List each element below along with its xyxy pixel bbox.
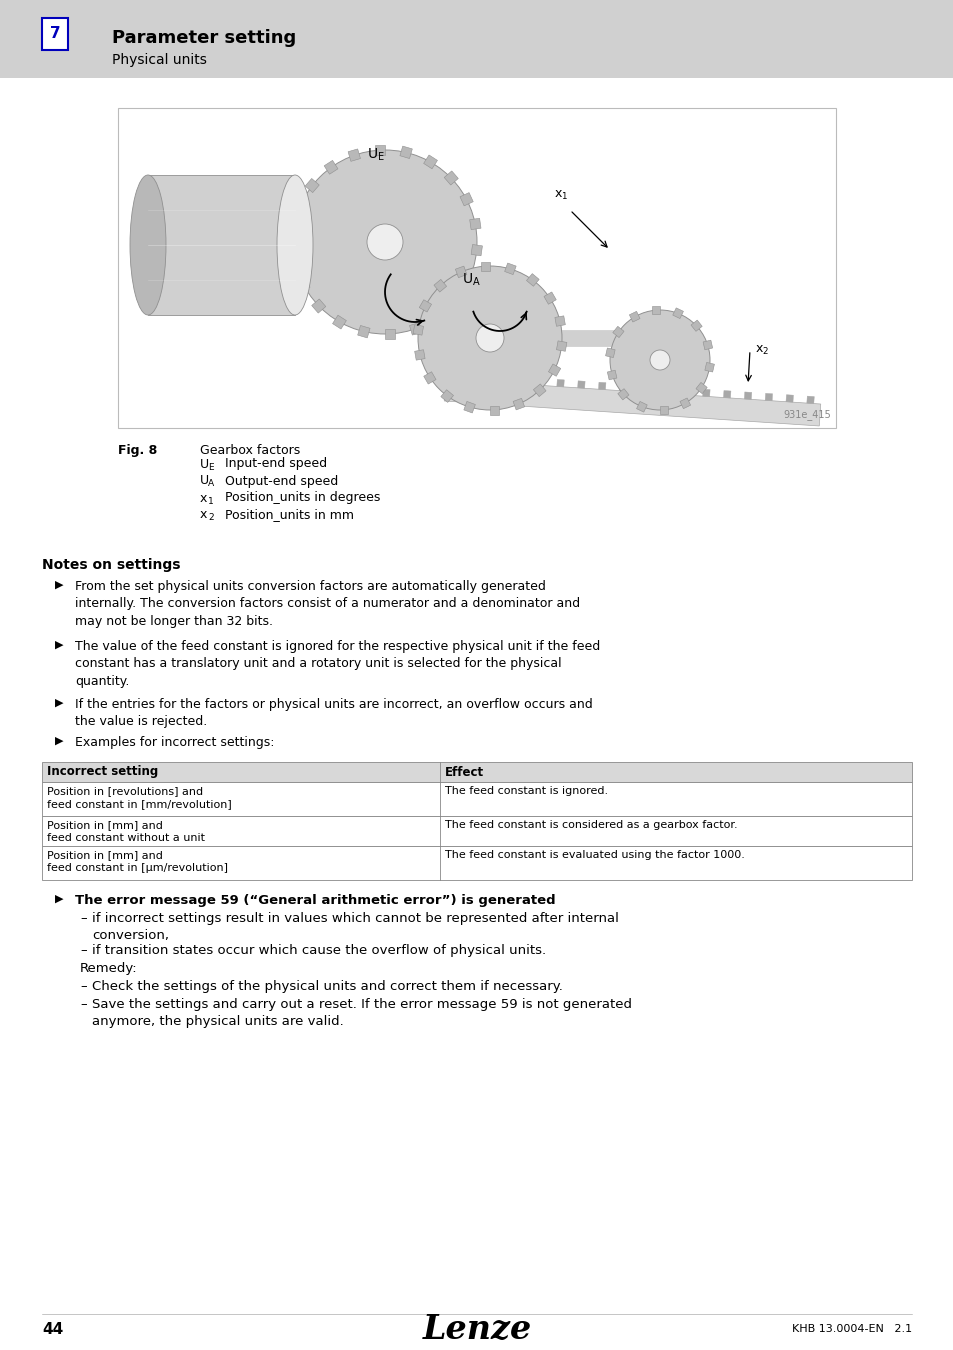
Polygon shape xyxy=(659,406,667,414)
Polygon shape xyxy=(690,320,701,331)
Polygon shape xyxy=(672,308,682,319)
Polygon shape xyxy=(423,155,437,169)
Polygon shape xyxy=(444,379,820,427)
Polygon shape xyxy=(660,386,668,394)
Text: The value of the feed constant is ignored for the respective physical unit if th: The value of the feed constant is ignore… xyxy=(75,640,599,688)
Polygon shape xyxy=(651,306,659,315)
Polygon shape xyxy=(296,278,310,292)
Polygon shape xyxy=(423,371,436,383)
Text: KHB 13.0004-EN   2.1: KHB 13.0004-EN 2.1 xyxy=(791,1324,911,1334)
FancyBboxPatch shape xyxy=(148,176,294,315)
Polygon shape xyxy=(513,398,524,410)
Polygon shape xyxy=(618,383,626,392)
Text: The feed constant is ignored.: The feed constant is ignored. xyxy=(444,786,607,796)
Text: if incorrect settings result in values which cannot be represented after interna: if incorrect settings result in values w… xyxy=(91,913,618,942)
Polygon shape xyxy=(612,327,623,338)
Text: 931e_415: 931e_415 xyxy=(782,409,830,420)
Polygon shape xyxy=(556,340,566,351)
Polygon shape xyxy=(450,292,464,305)
Polygon shape xyxy=(293,201,306,215)
Polygon shape xyxy=(806,396,814,404)
Text: ▶: ▶ xyxy=(55,640,64,649)
Text: Effect: Effect xyxy=(444,765,483,779)
Polygon shape xyxy=(629,312,639,323)
Polygon shape xyxy=(490,405,498,414)
Text: $\mathregular{U_E}$: $\mathregular{U_E}$ xyxy=(367,147,384,163)
Polygon shape xyxy=(385,329,395,339)
Polygon shape xyxy=(464,269,476,282)
Polygon shape xyxy=(639,385,647,393)
Text: Save the settings and carry out a reset. If the error message 59 is not generate: Save the settings and carry out a reset.… xyxy=(91,998,631,1027)
Polygon shape xyxy=(515,377,522,385)
Text: If the entries for the factors or physical units are incorrect, an overflow occu: If the entries for the factors or physic… xyxy=(75,698,592,729)
Polygon shape xyxy=(607,370,617,379)
Text: Position in [revolutions] and
feed constant in [mm/revolution]: Position in [revolutions] and feed const… xyxy=(47,786,232,809)
Polygon shape xyxy=(418,300,431,312)
Polygon shape xyxy=(696,382,706,394)
Polygon shape xyxy=(536,378,543,386)
Text: A: A xyxy=(208,479,213,489)
FancyBboxPatch shape xyxy=(42,782,911,815)
Text: $\mathregular{U_A}$: $\mathregular{U_A}$ xyxy=(461,271,480,288)
Polygon shape xyxy=(333,315,346,329)
Polygon shape xyxy=(578,381,584,389)
Text: Incorrect setting: Incorrect setting xyxy=(47,765,158,779)
Ellipse shape xyxy=(276,176,313,315)
Polygon shape xyxy=(473,374,480,381)
Polygon shape xyxy=(702,389,709,397)
Polygon shape xyxy=(618,389,628,400)
Text: 7: 7 xyxy=(50,27,60,42)
Polygon shape xyxy=(357,325,370,338)
Polygon shape xyxy=(598,382,605,390)
Polygon shape xyxy=(704,362,714,373)
Text: Examples for incorrect settings:: Examples for incorrect settings: xyxy=(75,736,274,749)
Polygon shape xyxy=(375,144,385,155)
Text: Notes on settings: Notes on settings xyxy=(42,558,180,572)
Polygon shape xyxy=(702,340,712,350)
Polygon shape xyxy=(555,316,565,327)
Polygon shape xyxy=(469,219,480,230)
FancyBboxPatch shape xyxy=(0,78,953,1350)
Text: E: E xyxy=(208,463,213,471)
Text: Remedy:: Remedy: xyxy=(80,963,137,975)
Polygon shape xyxy=(444,171,457,185)
Circle shape xyxy=(609,310,709,410)
Polygon shape xyxy=(480,262,490,270)
Polygon shape xyxy=(312,298,326,313)
Polygon shape xyxy=(533,383,545,397)
Circle shape xyxy=(293,150,476,333)
Polygon shape xyxy=(785,394,793,402)
Text: 44: 44 xyxy=(42,1322,63,1336)
Polygon shape xyxy=(305,178,319,193)
Text: Check the settings of the physical units and correct them if necessary.: Check the settings of the physical units… xyxy=(91,980,562,994)
Text: –: – xyxy=(80,980,87,994)
Polygon shape xyxy=(605,348,615,358)
FancyBboxPatch shape xyxy=(0,0,953,78)
Circle shape xyxy=(417,266,561,410)
Text: 2: 2 xyxy=(208,513,213,522)
Polygon shape xyxy=(440,390,453,402)
Text: U: U xyxy=(200,474,209,487)
Circle shape xyxy=(476,324,503,352)
Polygon shape xyxy=(743,392,751,400)
Text: The feed constant is considered as a gearbox factor.: The feed constant is considered as a gea… xyxy=(444,819,737,830)
Circle shape xyxy=(367,224,402,261)
Text: 1: 1 xyxy=(208,497,213,505)
Polygon shape xyxy=(459,193,473,205)
Polygon shape xyxy=(348,148,360,162)
Text: –: – xyxy=(80,944,87,957)
Polygon shape xyxy=(526,274,538,286)
Polygon shape xyxy=(415,350,425,360)
Polygon shape xyxy=(324,161,337,174)
Text: The error message 59 (“General arithmetic error”) is generated: The error message 59 (“General arithmeti… xyxy=(75,894,555,907)
Text: –: – xyxy=(80,998,87,1011)
FancyBboxPatch shape xyxy=(42,815,911,846)
Text: Gearbox factors: Gearbox factors xyxy=(200,444,300,458)
Text: From the set physical units conversion factors are automatically generated
inter: From the set physical units conversion f… xyxy=(75,580,579,628)
Polygon shape xyxy=(681,387,689,396)
FancyBboxPatch shape xyxy=(42,18,68,50)
FancyBboxPatch shape xyxy=(42,761,911,782)
Polygon shape xyxy=(494,375,501,383)
Text: x: x xyxy=(200,509,207,521)
